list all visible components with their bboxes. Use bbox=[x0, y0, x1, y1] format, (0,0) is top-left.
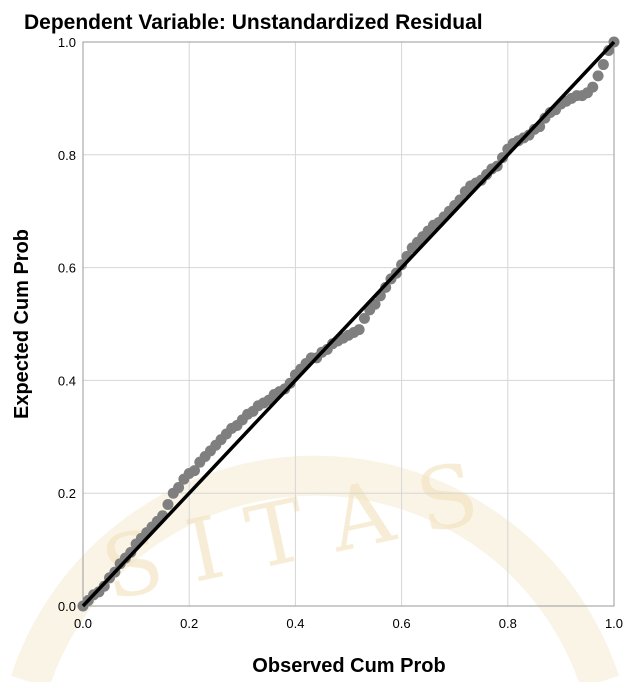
x-tick-label: 0.6 bbox=[393, 616, 411, 631]
data-point bbox=[592, 70, 604, 82]
data-point bbox=[162, 498, 174, 510]
data-point bbox=[173, 482, 185, 494]
plot-frame bbox=[82, 41, 615, 607]
data-point bbox=[380, 281, 392, 293]
x-tick-label: 0.0 bbox=[74, 616, 92, 631]
y-tick-label: 0.4 bbox=[58, 373, 76, 388]
x-tick-label: 0.2 bbox=[180, 616, 198, 631]
data-point bbox=[189, 465, 201, 477]
y-tick-label: 0.6 bbox=[58, 261, 76, 276]
data-point bbox=[125, 546, 137, 558]
data-point bbox=[358, 312, 370, 324]
y-tick-label: 0.2 bbox=[58, 486, 76, 501]
data-point bbox=[496, 152, 508, 164]
data-point bbox=[284, 377, 296, 389]
x-axis-label: Observed Cum Prob bbox=[252, 655, 445, 677]
reference-line bbox=[81, 40, 616, 608]
data-point bbox=[396, 259, 408, 271]
y-tick-label: 0.0 bbox=[58, 599, 76, 614]
x-tick-label: 0.4 bbox=[286, 616, 304, 631]
data-point bbox=[597, 59, 609, 71]
tick-labels: 0.0 0.2 0.4 0.6 0.8 1.0 0.0 0.2 0.4 0.6 0.8 1.0 bbox=[58, 35, 623, 631]
data-point bbox=[353, 324, 365, 336]
data-point bbox=[98, 580, 110, 592]
y-axis-label: Expected Cum Prob bbox=[11, 229, 33, 419]
data-points bbox=[77, 36, 620, 612]
y-tick-label: 0.8 bbox=[58, 148, 76, 163]
x-tick-label: 0.8 bbox=[499, 616, 517, 631]
x-tick-label: 1.0 bbox=[605, 616, 623, 631]
y-tick-label: 1.0 bbox=[58, 35, 76, 50]
data-point bbox=[603, 44, 615, 56]
chart-title: Dependent Variable: Unstandardized Resid… bbox=[24, 11, 483, 34]
data-point bbox=[587, 81, 599, 93]
data-point bbox=[369, 298, 381, 310]
